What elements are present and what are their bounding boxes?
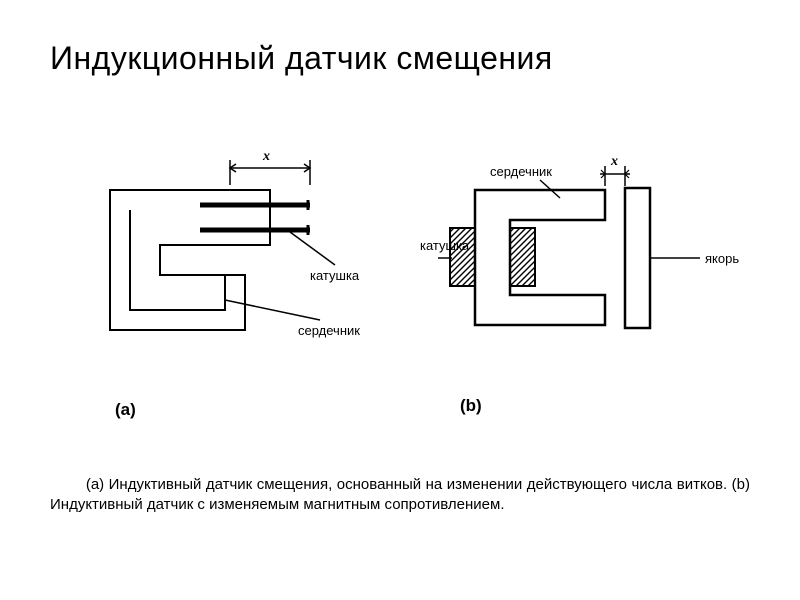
coil-label-a: катушка <box>310 268 360 283</box>
x-label-b: x <box>610 154 618 169</box>
caption-a: (a) Индуктивный датчик смещения, основан… <box>86 476 727 493</box>
diagram-b: x сердечник катушка якорь <box>420 130 760 375</box>
core-label-a: сердечник <box>298 323 360 338</box>
armature-label: якорь <box>705 251 739 266</box>
core-outline-b <box>475 190 605 325</box>
page: Индукционный датчик смещения <box>0 0 800 600</box>
diagram-b-svg: x сердечник катушка якорь <box>420 130 760 370</box>
figure-caption: (a) Индуктивный датчик смещения, основан… <box>50 475 750 516</box>
coil-block-left <box>450 228 475 286</box>
subfig-label-a: (a) <box>115 400 136 420</box>
leader-core-a <box>225 300 320 320</box>
leader-coil-a <box>290 232 335 265</box>
diagram-a: x катушка сердечник <box>80 130 380 375</box>
subfig-label-b: (b) <box>460 396 482 416</box>
x-label-a: x <box>262 149 270 164</box>
coil-block-right <box>510 228 535 286</box>
page-title: Индукционный датчик смещения <box>50 40 553 77</box>
caption-indent <box>50 476 86 493</box>
diagram-area: x катушка сердечник <box>0 130 800 410</box>
armature <box>625 188 650 328</box>
diagram-a-svg: x катушка сердечник <box>80 130 380 370</box>
coil-label-b: катушка <box>420 238 470 253</box>
core-inner-a <box>130 210 225 310</box>
core-label-b: сердечник <box>490 164 552 179</box>
